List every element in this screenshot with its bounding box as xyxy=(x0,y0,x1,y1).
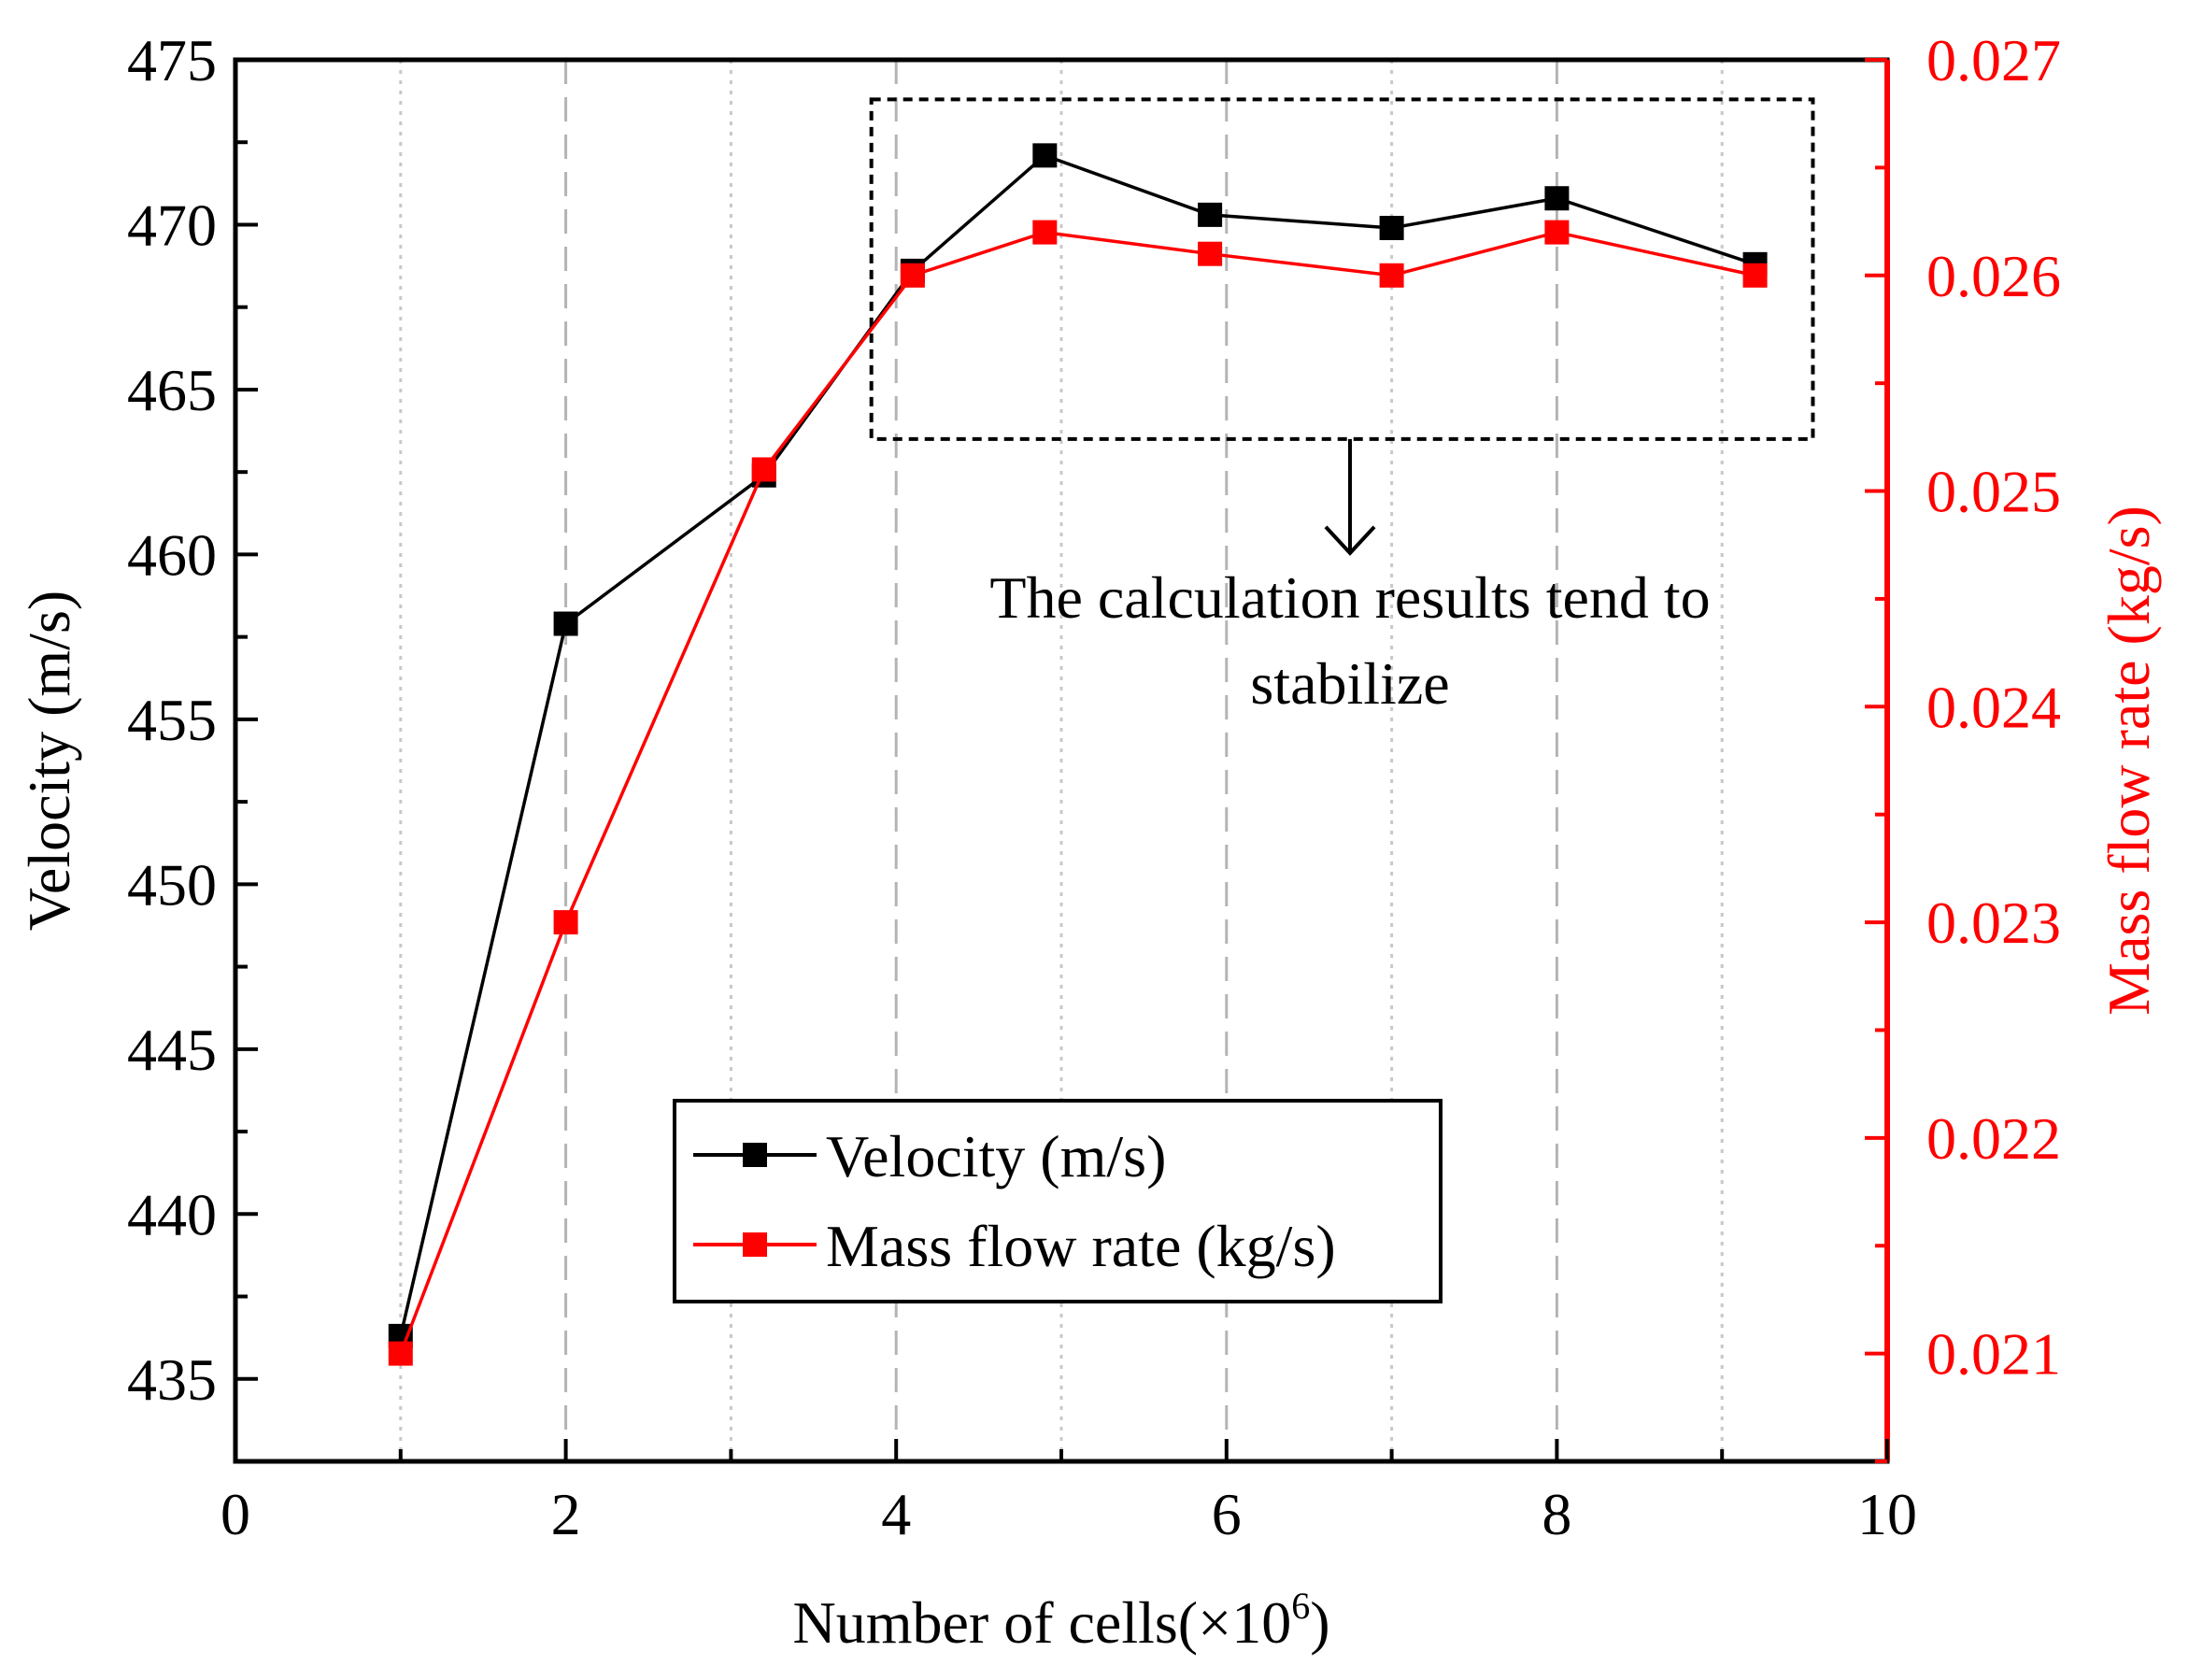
y2-tick-label: 0.022 xyxy=(1926,1105,2061,1172)
massflow-data-point xyxy=(1742,263,1768,288)
y-tick-label: 465 xyxy=(127,357,217,423)
x-axis-label-text: Number of cells(×10 xyxy=(792,1589,1291,1656)
y-axis-label: Velocity (m/s) xyxy=(16,591,82,931)
velocity-data-point xyxy=(553,611,578,636)
y-tick-label: 450 xyxy=(127,851,217,918)
x-tick-label: 2 xyxy=(551,1481,581,1547)
massflow-data-point xyxy=(1032,220,1058,245)
x-axis-label-superscript: 6 xyxy=(1291,1585,1310,1627)
x-tick-label: 6 xyxy=(1212,1481,1242,1547)
legend-box xyxy=(673,1099,1443,1303)
y2-tick-label: 0.025 xyxy=(1926,459,2061,525)
y-tick-label: 455 xyxy=(127,687,217,753)
massflow-data-point xyxy=(553,910,578,935)
y2-tick-label: 0.021 xyxy=(1926,1321,2061,1388)
y-tick-label: 440 xyxy=(127,1181,217,1247)
x-tick-label: 8 xyxy=(1542,1481,1571,1547)
y2-tick-label: 0.027 xyxy=(1926,27,2061,93)
tick-labels: 0 2 4 6 8 10 435 440 445 450 455 460 465 470 475 0.021 0… xyxy=(127,27,2061,1547)
y2-tick-label: 0.026 xyxy=(1926,243,2061,309)
data-series xyxy=(388,143,1768,1366)
velocity-data-point xyxy=(1544,186,1570,211)
massflow-data-point xyxy=(1379,263,1404,288)
legend-velocity-marker xyxy=(743,1143,767,1167)
velocity-data-point xyxy=(1379,216,1404,240)
legend: Velocity (m/s) Mass flow rate (kg/s) xyxy=(673,1099,1443,1303)
annotation-arrow-head xyxy=(1324,525,1376,556)
stabilize-annotation: The calculation results tend to stabiliz… xyxy=(869,97,1815,717)
y2-tick-label: 0.023 xyxy=(1926,890,2061,956)
velocity-data-point xyxy=(1032,143,1058,168)
annotation-text-line1: The calculation results tend to xyxy=(989,564,1710,631)
y-tick-label: 435 xyxy=(127,1346,217,1413)
massflow-data-point xyxy=(388,1341,413,1366)
stabilize-annotation-box xyxy=(869,97,1815,441)
y-tick-label: 475 xyxy=(127,27,217,93)
x-tick-label: 0 xyxy=(220,1481,250,1547)
y-tick-label: 470 xyxy=(127,192,217,258)
legend-massflow-marker xyxy=(743,1232,767,1257)
legend-massflow-label: Mass flow rate (kg/s) xyxy=(826,1213,1336,1279)
annotation-text-line2: stabilize xyxy=(1250,650,1449,717)
massflow-data-point xyxy=(1544,220,1570,245)
x-tick-label: 10 xyxy=(1857,1481,1917,1547)
legend-velocity-label: Velocity (m/s) xyxy=(826,1123,1166,1189)
y-tick-label: 460 xyxy=(127,521,217,588)
y-tick-label: 445 xyxy=(127,1017,217,1083)
massflow-data-point xyxy=(751,457,776,482)
velocity-data-point xyxy=(1198,202,1223,227)
x-axis-label-close: ) xyxy=(1310,1589,1329,1656)
x-tick-label: 4 xyxy=(881,1481,911,1547)
massflow-data-point xyxy=(900,263,925,288)
massflow-data-point xyxy=(1198,241,1223,266)
y2-axis-label: Mass flow rate (kg/s) xyxy=(2096,505,2162,1016)
axis-ticks xyxy=(234,58,1889,1463)
y2-tick-label: 0.024 xyxy=(1926,674,2061,740)
x-axis-label: Number of cells(×106) xyxy=(792,1585,1329,1656)
